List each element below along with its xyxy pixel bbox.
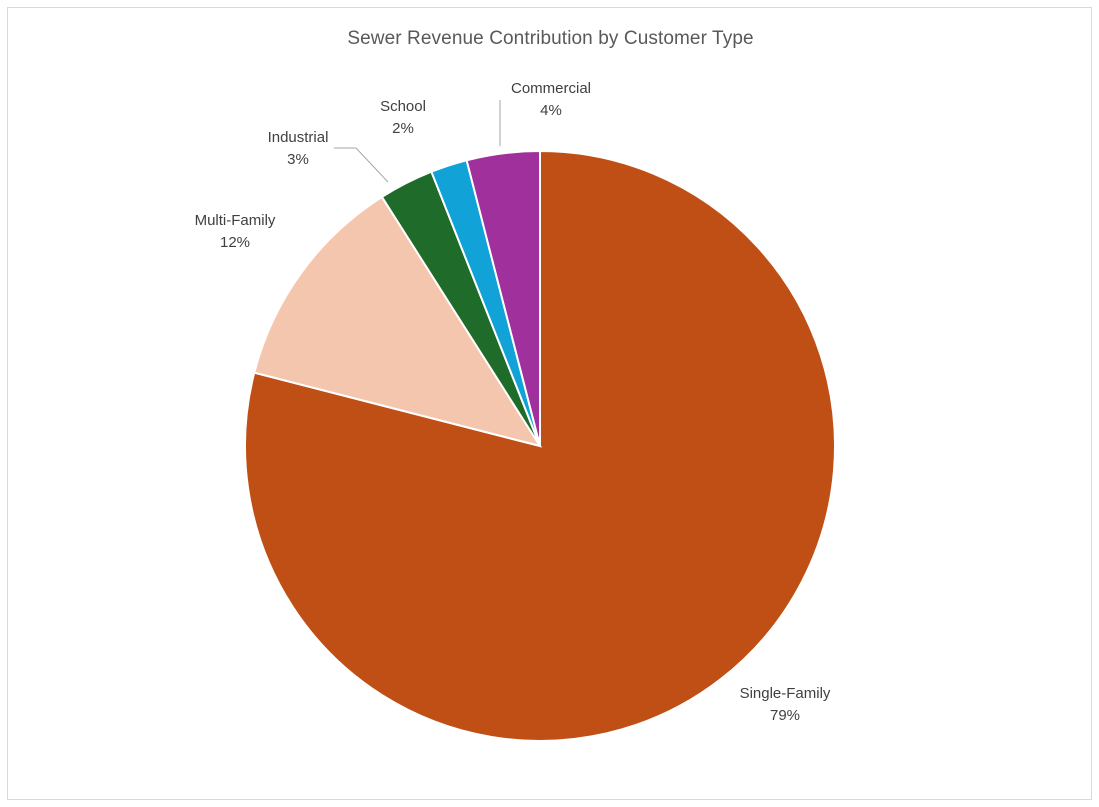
slice-value-single-family: 79% bbox=[770, 707, 800, 724]
data-labels: Single-Family 79% Multi-Family 12% Industria… bbox=[195, 80, 831, 724]
pie-slice-commercial bbox=[465, 149, 541, 447]
slice-label-industrial: Industrial bbox=[268, 129, 329, 146]
slice-value-industrial: 3% bbox=[287, 151, 309, 168]
slice-label-commercial: Commercial bbox=[511, 80, 591, 97]
pie-chart: Single-Family 79% Multi-Family 12% Industria… bbox=[195, 80, 836, 742]
slice-value-multi-family: 12% bbox=[220, 234, 250, 251]
slice-value-commercial: 4% bbox=[540, 102, 562, 119]
pie-slice-single-family bbox=[244, 149, 836, 742]
pie-slices bbox=[244, 149, 836, 742]
chart-title: Sewer Revenue Contribution by Customer T… bbox=[347, 28, 754, 49]
slice-value-school: 2% bbox=[392, 120, 414, 137]
leader-line-industrial bbox=[334, 147, 389, 183]
pie-slice-multi-family bbox=[253, 195, 543, 448]
slice-label-multi-family: Multi-Family bbox=[195, 212, 276, 229]
slice-label-school: School bbox=[380, 98, 426, 115]
leader-lines bbox=[334, 100, 501, 183]
slice-label-single-family: Single-Family bbox=[740, 685, 831, 702]
chart-frame: Sewer Revenue Contribution by Customer T… bbox=[7, 7, 1092, 800]
